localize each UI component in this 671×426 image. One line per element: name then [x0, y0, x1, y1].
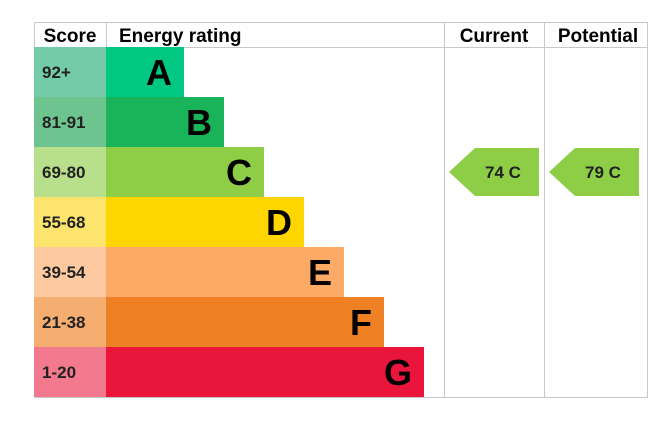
band-score-cell-b	[34, 97, 106, 147]
band-b: 81-91 B	[34, 97, 224, 147]
band-c: 69-80 C	[34, 147, 264, 197]
band-g: 1-20 G	[34, 347, 424, 397]
current-rating-pointer-label: 74 C	[485, 163, 521, 182]
rating-bands: 92+ A 81-91 B 69-80 C 55-68 D 39-54 E 21-38 F 1-20 G	[34, 47, 424, 397]
band-score-label-b: 81-91	[42, 113, 85, 132]
band-letter-a: A	[146, 52, 172, 93]
band-bar-a	[106, 47, 184, 97]
band-score-label-c: 69-80	[42, 163, 85, 182]
band-bar-b	[106, 97, 224, 147]
band-score-cell-d	[34, 197, 106, 247]
band-score-label-g: 1-20	[42, 363, 76, 382]
band-bar-f	[106, 297, 384, 347]
band-e: 39-54 E	[34, 247, 344, 297]
band-score-cell-a	[34, 47, 106, 97]
band-bar-c	[106, 147, 264, 197]
potential-rating-pointer-arrow	[549, 148, 639, 196]
band-letter-e: E	[308, 252, 332, 293]
band-f: 21-38 F	[34, 297, 384, 347]
band-letter-g: G	[384, 352, 412, 393]
band-bar-g	[106, 347, 424, 397]
band-bar-d	[106, 197, 304, 247]
potential-rating-pointer-label: 79 C	[585, 163, 621, 182]
band-letter-b: B	[186, 102, 212, 143]
band-score-label-a: 92+	[42, 63, 71, 82]
band-score-label-f: 21-38	[42, 313, 85, 332]
header-potential: Potential	[558, 26, 638, 47]
band-score-cell-f	[34, 297, 106, 347]
band-score-cell-e	[34, 247, 106, 297]
band-letter-d: D	[266, 202, 292, 243]
rating-pointers: 74 C 79 C	[449, 148, 639, 196]
band-bar-e	[106, 247, 344, 297]
band-letter-c: C	[226, 152, 252, 193]
current-rating-pointer-arrow	[449, 148, 539, 196]
band-score-cell-c	[34, 147, 106, 197]
band-letter-f: F	[350, 302, 372, 343]
header-current: Current	[460, 26, 529, 47]
band-score-cell-g	[34, 347, 106, 397]
band-score-label-d: 55-68	[42, 213, 85, 232]
band-d: 55-68 D	[34, 197, 304, 247]
potential-rating-pointer: 79 C	[549, 148, 639, 196]
band-a: 92+ A	[34, 47, 184, 97]
band-score-label-e: 39-54	[42, 263, 86, 282]
current-rating-pointer: 74 C	[449, 148, 539, 196]
header-score: Score	[44, 26, 97, 47]
header-energy-rating: Energy rating	[119, 26, 241, 47]
